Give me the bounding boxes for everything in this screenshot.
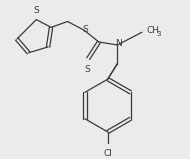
- Text: S: S: [82, 25, 88, 34]
- Text: N: N: [115, 39, 122, 48]
- Text: 3: 3: [157, 31, 161, 37]
- Text: S: S: [33, 6, 39, 15]
- Text: S: S: [84, 66, 90, 74]
- Text: Cl: Cl: [103, 149, 112, 158]
- Text: CH: CH: [147, 26, 160, 35]
